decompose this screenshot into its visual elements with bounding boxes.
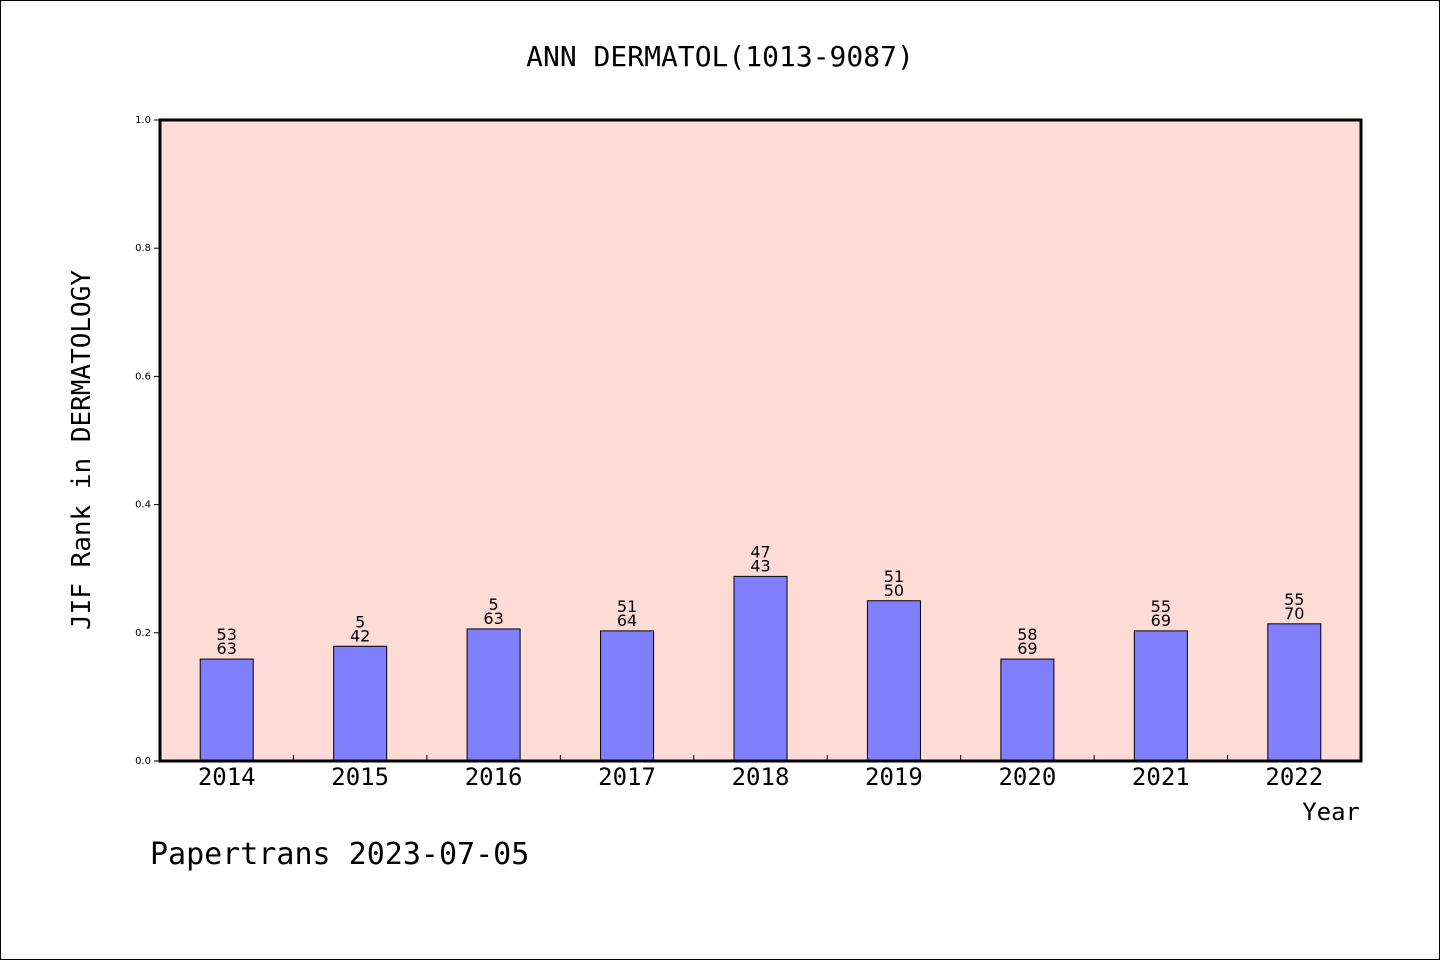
x-ticks-group: 2014 2015 2016 2017 2018 2019 2020 2021 2022 — [198, 755, 1323, 791]
bar-label-bottom-2022: 70 — [1284, 604, 1304, 623]
bar-label-bottom-2015: 42 — [350, 626, 370, 645]
x-tick-label-2018: 2018 — [732, 763, 790, 791]
bar-label-top-2022: 55 — [1284, 590, 1304, 609]
bar-2022 — [1267, 623, 1322, 762]
x-tick-label-2022: 2022 — [1265, 763, 1323, 791]
bar-2021 — [1133, 630, 1188, 762]
plot-border — [158, 118, 1363, 763]
x-tick-label-2017: 2017 — [598, 763, 656, 791]
x-tick-label-2016: 2016 — [465, 763, 523, 791]
x-tick-label-2021: 2021 — [1132, 763, 1190, 791]
bar-label-top-2018: 47 — [750, 542, 770, 561]
bar-label-top-2020: 58 — [1017, 625, 1037, 644]
bar-label-top-2017: 51 — [617, 597, 637, 616]
bar-2018 — [733, 575, 788, 762]
x-tick-label-2020: 2020 — [998, 763, 1056, 791]
bar-label-bottom-2014: 63 — [217, 639, 237, 658]
bar-2015 — [333, 645, 388, 762]
bar-label-bottom-2017: 64 — [617, 611, 637, 630]
bar-label-top-2019: 51 — [884, 567, 904, 586]
x-axis-label: Year — [1302, 798, 1360, 826]
y-tick-label: 1.0 — [135, 115, 151, 126]
bar-label-top-2015: 5 — [355, 612, 365, 631]
bar-2017 — [600, 630, 655, 762]
x-tick-label-2019: 2019 — [865, 763, 923, 791]
bar-2020 — [1000, 658, 1055, 762]
y-tick-label: 0.6 — [135, 371, 151, 382]
y-ticks-group: 0.0 0.2 0.4 0.6 0.8 1.0 — [135, 115, 160, 767]
bar-2014 — [199, 658, 254, 762]
y-tick-label: 0.0 — [135, 756, 151, 767]
x-tick-label-2015: 2015 — [331, 763, 389, 791]
bar-label-top-2014: 53 — [217, 625, 237, 644]
bar-label-top-2016: 5 — [489, 595, 499, 614]
bar-label-bottom-2019: 50 — [884, 581, 904, 600]
bar-2019 — [866, 600, 921, 762]
y-tick-label: 0.8 — [135, 243, 151, 254]
y-tick-label: 0.2 — [135, 628, 151, 639]
footer-credit: Papertrans 2023-07-05 — [150, 837, 529, 872]
chart-title: ANN DERMATOL(1013-9087) — [526, 40, 914, 73]
bar-label-top-2021: 55 — [1151, 597, 1171, 616]
bar-label-bottom-2018: 43 — [750, 556, 770, 575]
bar-2016 — [466, 628, 521, 762]
bar-label-bottom-2016: 63 — [483, 609, 503, 628]
x-tick-label-2014: 2014 — [198, 763, 256, 791]
bar-label-bottom-2021: 69 — [1151, 611, 1171, 630]
y-axis-label: JIF Rank in DERMATOLOGY — [67, 270, 97, 630]
bar-label-bottom-2020: 69 — [1017, 639, 1037, 658]
y-tick-label: 0.4 — [135, 500, 151, 511]
